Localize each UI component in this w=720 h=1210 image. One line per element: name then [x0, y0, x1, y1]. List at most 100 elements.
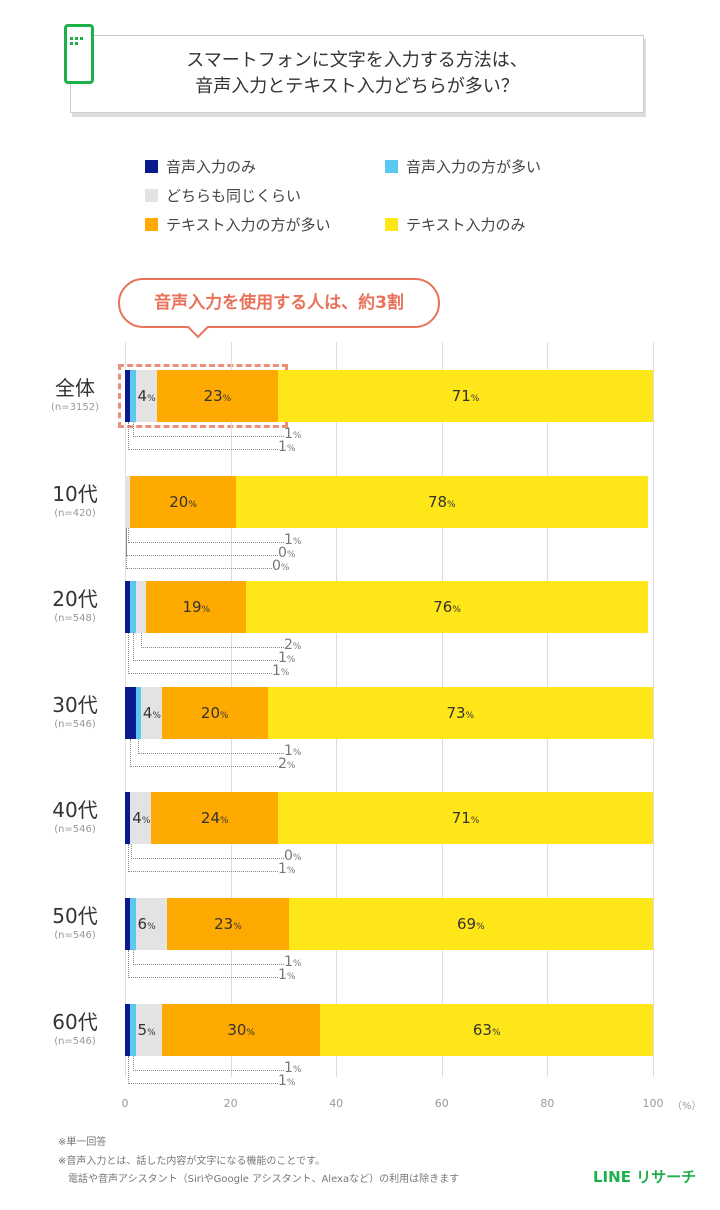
- bar-segment: [130, 581, 136, 634]
- bar-value-label: 4%: [137, 387, 156, 405]
- sample-size: (n=548): [54, 613, 96, 625]
- small-value-label: 1%: [278, 967, 296, 983]
- leader-line: [132, 1055, 284, 1071]
- category-label: 40代: [52, 798, 98, 823]
- sample-size: (n=420): [54, 507, 96, 519]
- leader-line: [127, 633, 272, 675]
- bar-segment: [130, 1003, 136, 1056]
- bar-value-label: 23%: [214, 915, 242, 933]
- legend-swatch: [145, 189, 158, 202]
- title-box: スマートフォンに文字を入力する方法は、 音声入力とテキスト入力どちらが多い？: [70, 35, 644, 113]
- bar-segment: [130, 898, 136, 950]
- bar-value-label: 73%: [446, 703, 475, 722]
- bar-segment: [125, 898, 131, 950]
- leader-line: [138, 738, 284, 754]
- bar-segment: [156, 370, 279, 422]
- small-value-label: 1%: [278, 439, 296, 455]
- note-definition: ※音声入力とは、話した内容が文字になる機能のことです。: [58, 1156, 326, 1167]
- category-label: 30代: [52, 692, 98, 717]
- small-value-label: 1%: [284, 531, 302, 548]
- x-tick-label: 0: [121, 1097, 129, 1110]
- sample-size: (n=546): [54, 930, 96, 941]
- bar-segment: [130, 792, 152, 845]
- bar-value-label: 19%: [182, 598, 211, 617]
- small-value-label: 1%: [284, 742, 302, 759]
- bar-segment: [235, 475, 648, 528]
- bar-segment: [146, 581, 247, 634]
- legend-label: テキスト入力の方が多い: [166, 216, 331, 234]
- bar-value-label: 78%: [427, 492, 456, 511]
- x-tick-label: 80: [540, 1097, 555, 1110]
- leader-line: [132, 950, 284, 965]
- bar-segment: [125, 1003, 131, 1056]
- bar-segment: [135, 581, 147, 634]
- small-value-label: 1%: [284, 426, 302, 442]
- bar-value-label: 24%: [200, 809, 229, 828]
- category-label: 20代: [52, 587, 98, 612]
- bar-segment: [278, 370, 653, 422]
- leader-line: [132, 633, 278, 662]
- small-value-label: 1%: [284, 954, 302, 970]
- legend-item: 音声入力の方が多い: [385, 156, 541, 177]
- callout: 音声入力を使用する人は、約3割: [118, 278, 440, 328]
- bar-value-label: 4%: [142, 703, 161, 722]
- category-label: 全体: [55, 376, 95, 400]
- bar-segment: [125, 475, 131, 528]
- leader-line: [127, 1055, 278, 1084]
- bar-value-label: 20%: [200, 703, 229, 722]
- small-value-label: 0%: [284, 848, 302, 865]
- category-label: 10代: [52, 481, 98, 506]
- bar-segment: [130, 370, 136, 422]
- bar-segment: [278, 792, 653, 845]
- bar-segment: [267, 686, 653, 739]
- bar-value-label: 71%: [451, 809, 480, 828]
- bar-value-label: 71%: [451, 387, 480, 405]
- x-tick-label: 100: [642, 1097, 664, 1110]
- small-value-label: 1%: [278, 650, 296, 667]
- bar-value-label: 4%: [132, 809, 151, 828]
- bar-segment: [125, 686, 136, 739]
- leader-line: [127, 950, 278, 978]
- small-value-label: 1%: [272, 663, 290, 680]
- bar-segment: [125, 581, 131, 634]
- bar-value-label: 23%: [203, 387, 232, 405]
- sample-size: (n=546): [54, 1035, 96, 1047]
- bar-segment: [288, 898, 653, 950]
- legend-swatch: [385, 160, 398, 173]
- bar-value-label: 5%: [137, 1020, 156, 1039]
- bar-segment: [167, 898, 289, 950]
- bar-segment: [135, 898, 168, 950]
- bar-segment: [140, 686, 162, 739]
- legend-item: 音声入力のみ: [145, 156, 256, 177]
- bar-segment: [135, 1003, 162, 1056]
- x-axis-unit: （%）: [672, 1101, 702, 1112]
- small-value-label: 1%: [278, 1072, 296, 1089]
- leader-line: [127, 422, 278, 450]
- bar-segment: [161, 686, 268, 739]
- x-tick-label: 60: [434, 1097, 449, 1110]
- leader-line: [131, 844, 284, 860]
- chart-title: スマートフォンに文字を入力する方法は、 音声入力とテキスト入力どちらが多い？: [186, 50, 528, 97]
- x-tick-label: 20: [223, 1097, 238, 1110]
- note-exclusion: 電話や音声アシスタント（SiriやGoogle アシスタント、Alexaなど）の…: [58, 1174, 460, 1185]
- small-value-label: 2%: [278, 755, 296, 772]
- x-tick-label: 40: [329, 1097, 344, 1110]
- bar-value-label: 69%: [457, 915, 485, 933]
- smartphone-icon: [64, 24, 94, 84]
- brand-logo: LINE リサーチ: [593, 1168, 697, 1186]
- legend-swatch: [385, 218, 398, 231]
- legend-label: どちらも同じくらい: [166, 187, 302, 205]
- category-label: 50代: [52, 904, 98, 928]
- leader-line: [127, 844, 278, 873]
- category-label: 60代: [52, 1009, 98, 1034]
- leader-line: [132, 422, 284, 437]
- bar-value-label: 6%: [137, 915, 156, 933]
- small-value-label: 0%: [272, 557, 290, 574]
- legend-swatch: [145, 160, 158, 173]
- legend-item: テキスト入力の方が多い: [145, 214, 331, 235]
- small-value-label: 0%: [278, 544, 296, 561]
- leader-line: [127, 527, 284, 543]
- small-value-label: 1%: [278, 861, 296, 878]
- bar-value-label: 63%: [472, 1020, 501, 1039]
